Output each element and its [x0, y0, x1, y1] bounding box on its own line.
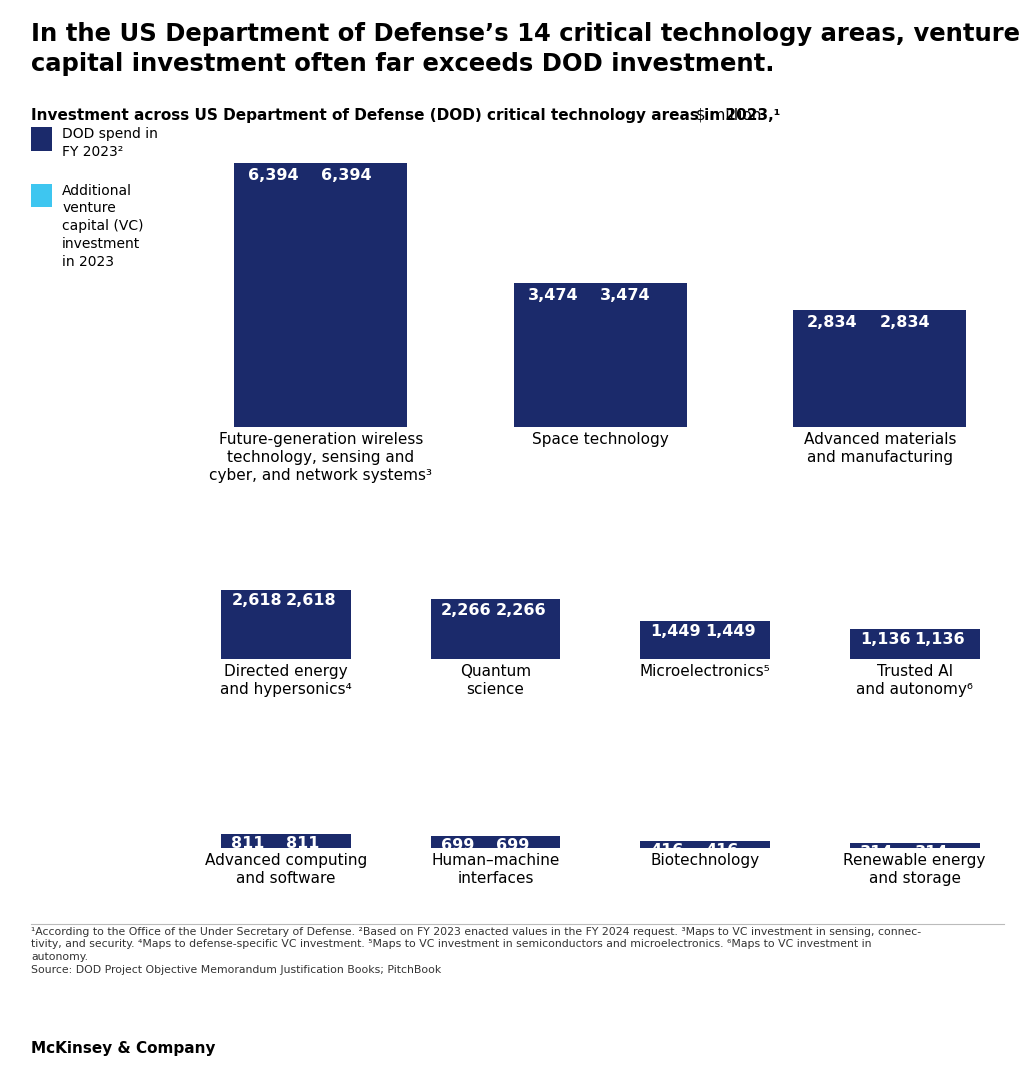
Text: 1,449: 1,449: [705, 624, 756, 639]
Bar: [220, 590, 351, 659]
Text: Advanced materials
and manufacturing: Advanced materials and manufacturing: [803, 432, 956, 465]
Bar: [431, 599, 561, 659]
Text: 811: 811: [232, 836, 265, 851]
Bar: [513, 283, 687, 427]
Text: DOD spend in
FY 2023²: DOD spend in FY 2023²: [62, 127, 158, 159]
Text: 314: 314: [915, 845, 948, 860]
Text: Directed energy
and hypersonics⁴: Directed energy and hypersonics⁴: [220, 664, 352, 698]
Text: Biotechnology: Biotechnology: [651, 853, 760, 868]
Text: 2,618: 2,618: [286, 593, 336, 608]
Text: 1,136: 1,136: [915, 632, 966, 647]
Text: Investment across US Department of Defense (DOD) critical technology areas in 20: Investment across US Department of Defen…: [31, 108, 780, 123]
Text: 416: 416: [705, 842, 738, 858]
Text: Human–machine
interfaces: Human–machine interfaces: [432, 853, 560, 887]
Text: 314: 314: [860, 845, 893, 860]
Text: 2,266: 2,266: [441, 603, 492, 618]
Text: $ million: $ million: [691, 108, 762, 123]
Text: In the US Department of Defense’s 14 critical technology areas, venture: In the US Department of Defense’s 14 cri…: [31, 22, 1021, 45]
Text: 3,474: 3,474: [600, 288, 651, 303]
Text: 6,394: 6,394: [321, 167, 372, 183]
Bar: [850, 842, 980, 848]
Text: Renewable energy
and storage: Renewable energy and storage: [844, 853, 986, 887]
Text: 2,834: 2,834: [807, 314, 858, 329]
Text: 2,834: 2,834: [880, 314, 930, 329]
Text: 2,618: 2,618: [232, 593, 283, 608]
Bar: [234, 163, 408, 427]
Text: 1,449: 1,449: [651, 624, 702, 639]
Text: 699: 699: [441, 838, 474, 853]
Text: Space technology: Space technology: [532, 432, 669, 447]
Text: 811: 811: [286, 836, 319, 851]
Text: Trusted AI
and autonomy⁶: Trusted AI and autonomy⁶: [856, 664, 973, 698]
Bar: [640, 621, 770, 659]
Text: Additional
venture
capital (VC)
investment
in 2023: Additional venture capital (VC) investme…: [62, 184, 144, 269]
Bar: [220, 834, 351, 848]
Text: 3,474: 3,474: [528, 288, 579, 303]
Text: Quantum
science: Quantum science: [460, 664, 531, 698]
Text: 2,266: 2,266: [496, 603, 546, 618]
Text: Advanced computing
and software: Advanced computing and software: [205, 853, 367, 887]
Text: Future-generation wireless
technology, sensing and
cyber, and network systems³: Future-generation wireless technology, s…: [209, 432, 433, 483]
Text: 1,136: 1,136: [860, 632, 911, 647]
Bar: [793, 310, 967, 427]
Text: ¹According to the Office of the Under Secretary of Defense. ²Based on FY 2023 en: ¹According to the Office of the Under Se…: [31, 927, 921, 975]
Text: capital investment often far exceeds DOD investment.: capital investment often far exceeds DOD…: [31, 52, 774, 76]
Text: McKinsey & Company: McKinsey & Company: [31, 1041, 215, 1056]
Bar: [850, 629, 980, 659]
Text: 699: 699: [496, 838, 529, 853]
Text: 416: 416: [651, 842, 684, 858]
Bar: [431, 836, 561, 848]
Text: 6,394: 6,394: [248, 167, 299, 183]
Bar: [640, 841, 770, 848]
Text: Microelectronics⁵: Microelectronics⁵: [640, 664, 770, 679]
